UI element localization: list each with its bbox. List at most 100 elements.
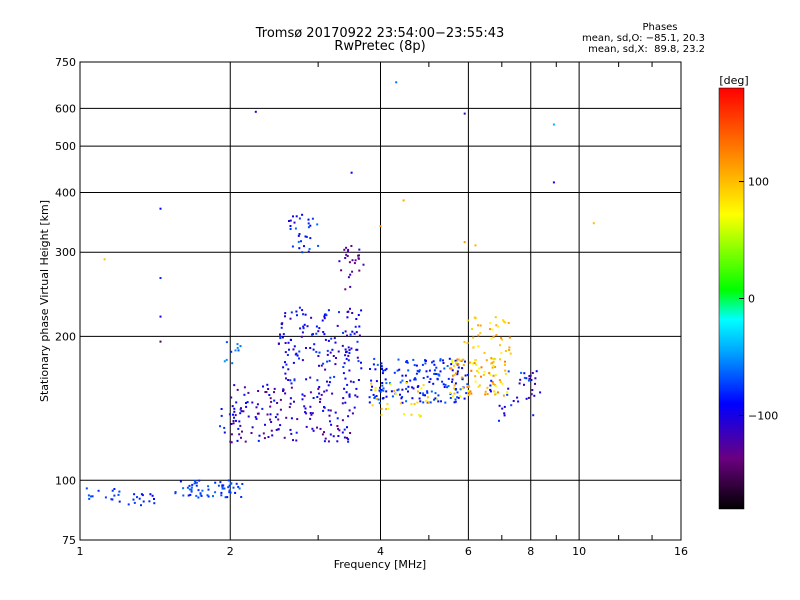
data-point — [274, 416, 277, 419]
data-point — [303, 394, 306, 397]
data-point — [188, 484, 191, 487]
data-point — [347, 346, 350, 349]
data-point — [298, 357, 300, 360]
data-point — [469, 390, 472, 393]
data-point — [301, 398, 304, 401]
data-point — [401, 388, 404, 391]
data-point — [229, 440, 232, 443]
data-point — [111, 498, 114, 501]
data-point — [346, 383, 349, 386]
data-point — [262, 385, 264, 388]
data-point — [347, 250, 349, 253]
data-point — [444, 401, 447, 404]
data-point — [341, 431, 344, 434]
data-point — [273, 399, 276, 402]
data-point — [273, 387, 276, 390]
data-point — [315, 325, 318, 328]
data-point — [502, 394, 505, 397]
data-point — [489, 390, 492, 393]
data-point — [301, 393, 304, 396]
data-point — [344, 288, 347, 291]
data-point — [358, 254, 360, 257]
data-point — [414, 377, 417, 380]
data-point — [284, 351, 287, 354]
data-point — [489, 384, 492, 387]
data-point — [295, 431, 298, 434]
data-point — [489, 373, 492, 376]
data-point — [470, 392, 473, 395]
y-tick-label: 75 — [62, 534, 76, 547]
data-point — [296, 418, 299, 421]
data-point — [236, 343, 239, 346]
data-point — [451, 380, 453, 383]
data-point — [315, 350, 318, 353]
data-point — [477, 345, 480, 348]
data-point — [525, 397, 528, 400]
data-point — [474, 316, 477, 319]
data-point — [334, 411, 337, 414]
data-point — [473, 362, 476, 365]
data-point — [492, 364, 495, 367]
data-point — [405, 400, 408, 403]
data-point — [159, 340, 162, 343]
data-point — [379, 390, 382, 393]
data-point — [311, 412, 314, 415]
data-point — [324, 368, 327, 371]
x-tick-label: 4 — [377, 545, 384, 558]
data-point — [407, 385, 410, 388]
data-point — [289, 317, 292, 320]
data-point — [269, 413, 272, 416]
data-point — [113, 494, 116, 497]
data-point — [397, 388, 400, 391]
data-point — [427, 401, 430, 404]
data-point — [347, 359, 350, 362]
x-tick-label: 10 — [572, 545, 586, 558]
data-point — [492, 374, 495, 377]
data-point — [494, 358, 497, 361]
data-point — [190, 488, 193, 491]
data-point — [455, 361, 458, 364]
data-point — [329, 420, 331, 423]
data-point — [519, 378, 522, 381]
data-point — [327, 384, 330, 387]
data-point — [460, 358, 463, 361]
data-point — [436, 377, 439, 380]
data-point — [378, 402, 381, 405]
data-point — [329, 409, 332, 412]
data-point — [351, 412, 354, 415]
data-point — [238, 420, 241, 423]
data-point — [241, 430, 243, 433]
data-point — [301, 213, 304, 216]
data-point — [301, 359, 304, 362]
data-point — [394, 392, 397, 395]
data-point — [457, 358, 460, 361]
data-point — [347, 438, 350, 441]
data-point — [341, 419, 344, 422]
data-point — [399, 381, 402, 384]
data-point — [343, 248, 346, 251]
data-point — [333, 337, 336, 340]
data-point — [286, 354, 289, 356]
data-point — [443, 386, 446, 388]
data-point — [439, 370, 442, 373]
data-point — [174, 491, 177, 493]
data-point — [151, 494, 154, 497]
data-point — [232, 420, 235, 422]
y-tick-label: 500 — [55, 140, 76, 153]
data-point — [344, 257, 347, 259]
data-point — [419, 392, 422, 395]
data-point — [433, 372, 436, 375]
colorbar-ticks: 100 0 −100 — [739, 176, 778, 422]
data-point — [472, 336, 475, 339]
data-point — [488, 372, 491, 375]
data-point — [385, 390, 388, 393]
data-point — [323, 390, 326, 393]
data-point — [342, 397, 345, 400]
data-point — [416, 386, 419, 388]
data-point — [336, 440, 339, 443]
data-point — [301, 331, 304, 334]
data-point — [279, 337, 282, 340]
data-point — [257, 390, 260, 392]
data-point — [349, 380, 352, 383]
phase-stats: Phases mean, sd,O: −85.1, 20.3 mean, sd,… — [535, 22, 705, 55]
